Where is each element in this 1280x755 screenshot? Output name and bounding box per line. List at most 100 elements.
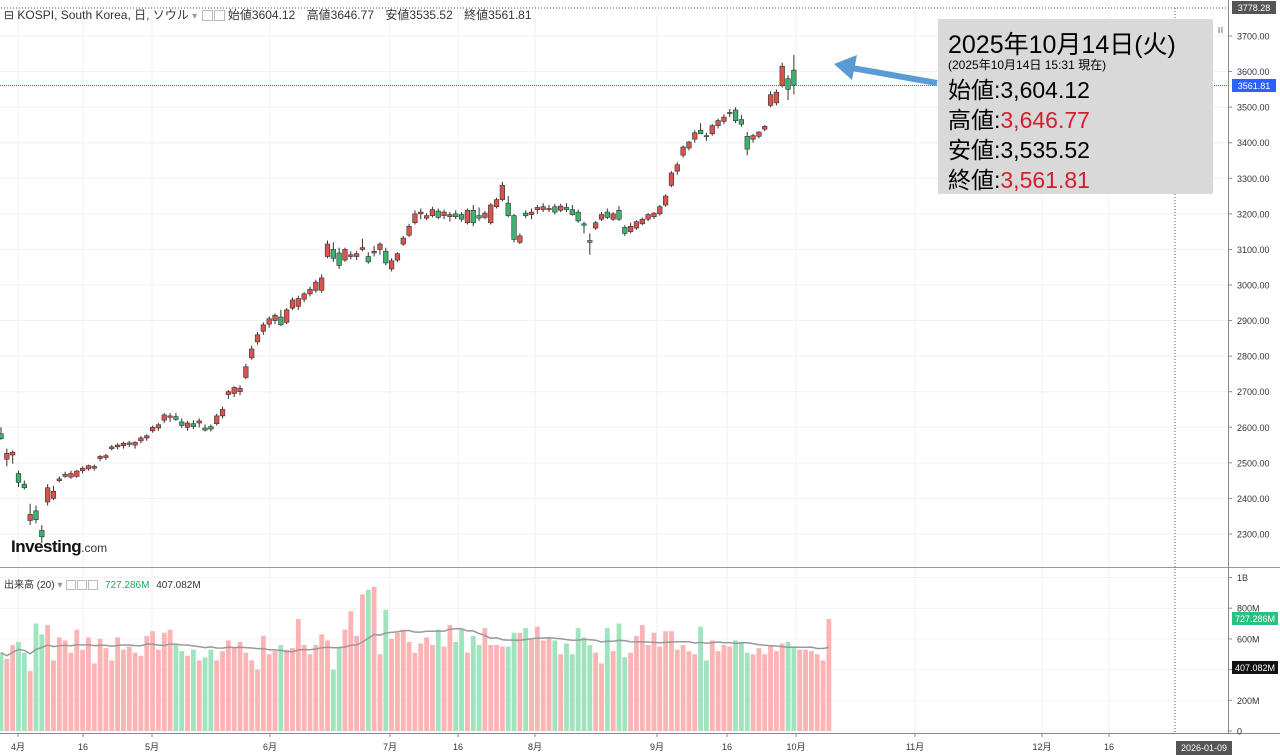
time-tick-label: 16 (453, 742, 463, 752)
candle-body (680, 146, 686, 156)
volume-bar (750, 654, 756, 731)
volume-bar (523, 628, 529, 731)
volume-bar (10, 645, 16, 731)
volume-label: 出来高 (20) (4, 580, 55, 591)
visibility-icon[interactable] (213, 10, 225, 22)
candle-body (289, 299, 296, 309)
volume-bar (785, 641, 791, 731)
candle-body (85, 465, 92, 470)
time-tick-label: 16 (78, 742, 88, 752)
candle-body (744, 136, 750, 150)
volume-ma-flag: 407.082M (1232, 661, 1278, 674)
volume-bar (109, 660, 115, 731)
info-date: 2025年10月14日(火) (948, 31, 1176, 59)
volume-close-icon[interactable] (88, 580, 99, 591)
candle-body (39, 530, 45, 538)
volume-header: 出来高 (20) ▾ 727.286M 407.082M (4, 576, 201, 591)
volume-visibility-icon[interactable] (77, 580, 88, 591)
settings-icon[interactable] (201, 10, 213, 22)
candle-body (639, 218, 645, 225)
top-price-label: 3778.28 (1238, 3, 1271, 13)
volume-bar (412, 652, 418, 731)
volume-bar (249, 660, 255, 731)
volume-high-label: 727.286M (1235, 614, 1275, 624)
info-box: 2025年10月14日(火) (2025年10月14日 15:31 現在) 始値… (938, 19, 1213, 194)
candle-body (505, 202, 511, 216)
volume-bar (447, 625, 453, 731)
open-value: 3604.12 (251, 8, 296, 22)
volume-bar (424, 637, 429, 731)
volume-bar (814, 654, 820, 731)
candle-body (412, 213, 418, 224)
candle-body (33, 510, 39, 521)
candle-body (336, 252, 342, 266)
candle-body (394, 253, 401, 261)
candle-body (622, 227, 628, 234)
volume-settings-icon[interactable] (66, 580, 77, 591)
candle-body (721, 116, 727, 122)
volume-bar (121, 649, 126, 731)
candle-body (184, 422, 191, 428)
volume-bar (237, 641, 243, 731)
candle-body (569, 209, 575, 215)
high-value: 3646.77 (330, 8, 375, 22)
volume-bar (470, 635, 476, 731)
volume-bar (39, 634, 45, 731)
volume-bar (575, 628, 581, 731)
volume-bar (511, 632, 517, 731)
volume-bar (517, 632, 523, 731)
volume-bar (604, 628, 610, 731)
candle-body (68, 473, 74, 478)
candle-body (493, 199, 500, 208)
candle-body (155, 424, 162, 429)
volume-dropdown-icon[interactable]: ▾ (57, 580, 63, 591)
volume-bar (80, 649, 86, 731)
volume-high-flag: 727.286M (1232, 612, 1278, 625)
candle-body (330, 249, 336, 259)
time-axis: 4月 16 5月 6月 7月 16 8月 9月 16 10月 11月 12月 16 (11, 733, 1114, 752)
volume-bar (284, 649, 290, 731)
price-tick-label: 2500.00 (1237, 458, 1270, 468)
candle-body (435, 210, 441, 218)
candle-body (791, 69, 797, 86)
high-key: 高値 (306, 8, 331, 22)
volume-bar (546, 637, 552, 731)
volume-bar (33, 623, 39, 731)
candle-body (4, 452, 10, 460)
volume-bar (220, 651, 225, 731)
volume-bar (360, 594, 365, 731)
candle-body (441, 211, 447, 216)
volume-bar (62, 640, 68, 731)
candle-body (97, 456, 103, 459)
volume-bar (820, 660, 826, 731)
price-tick-label: 2600.00 (1237, 423, 1270, 433)
price-tick-label: 3700.00 (1237, 32, 1270, 42)
candle-body (523, 212, 529, 216)
time-tick-label: 5月 (145, 742, 159, 752)
info-close-row: 終値:3,561.81 (948, 167, 1090, 193)
candle-body (453, 213, 459, 217)
volume-bar (400, 629, 406, 731)
volume-bar (739, 641, 744, 731)
candle-body (773, 91, 779, 104)
volume-bar (16, 641, 21, 731)
candle-body (354, 253, 360, 257)
volume-bar (126, 646, 132, 731)
candle-body (167, 415, 173, 418)
candle-body (692, 132, 698, 140)
volume-bar (610, 651, 616, 731)
volume-bar (231, 648, 237, 731)
info-low-value: 3,535.52 (1000, 137, 1090, 163)
volume-bar (803, 649, 808, 731)
candle-body (348, 254, 354, 257)
collapse-icon[interactable]: ⊟ (4, 8, 15, 22)
symbol-dropdown-icon[interactable]: ▾ (192, 11, 198, 22)
time-tick-label: 9月 (650, 742, 664, 752)
volume-bar (663, 631, 669, 731)
candle-body (56, 478, 62, 481)
candle-body (190, 423, 196, 427)
volume-bar (86, 637, 91, 731)
candle-body (598, 214, 605, 220)
candle-body (628, 225, 634, 232)
candle-body (307, 288, 313, 295)
